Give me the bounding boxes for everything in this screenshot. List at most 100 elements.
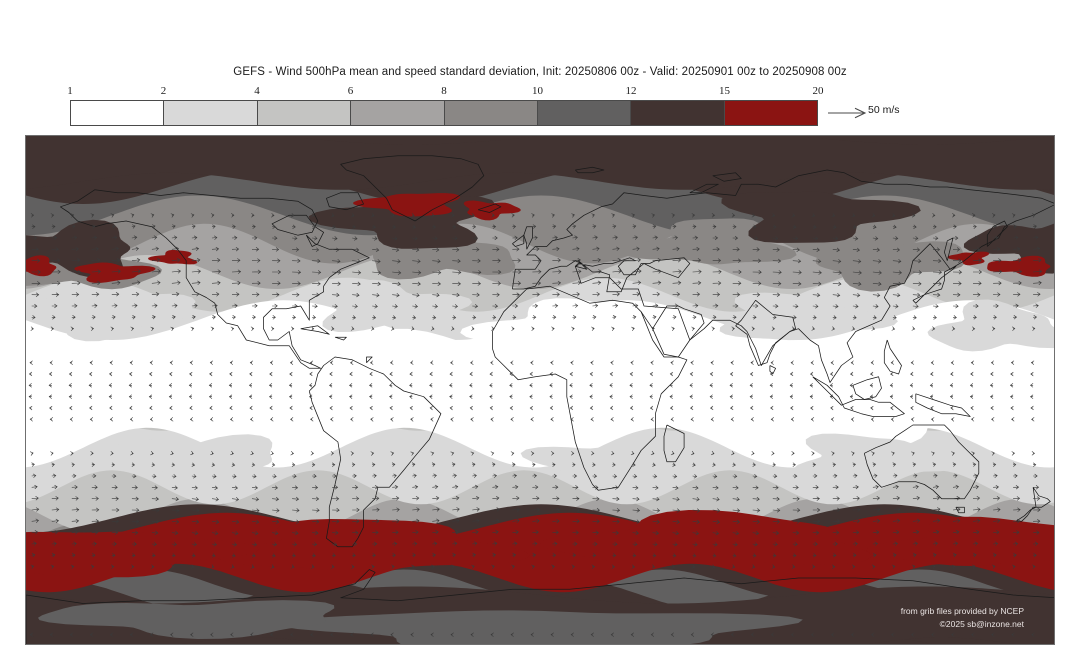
wind-vector bbox=[170, 564, 175, 569]
shading-patch bbox=[540, 510, 872, 565]
wind-vector bbox=[552, 280, 562, 286]
wind-vector bbox=[652, 530, 659, 536]
wind-vector bbox=[168, 394, 173, 399]
wind-vector bbox=[490, 451, 495, 456]
wind-vector bbox=[872, 224, 877, 229]
wind-vector bbox=[312, 281, 321, 286]
wind-vector bbox=[251, 462, 256, 467]
wind-vector bbox=[449, 371, 453, 377]
wind-vector bbox=[432, 553, 437, 558]
wind-vector bbox=[672, 292, 681, 297]
wind-vector bbox=[91, 553, 96, 558]
wind-vector bbox=[1010, 371, 1014, 377]
wind-vector bbox=[912, 270, 922, 275]
wind-vector bbox=[269, 371, 273, 377]
wind-vector bbox=[292, 303, 298, 309]
wind-vector bbox=[352, 259, 361, 264]
wind-vector bbox=[292, 269, 302, 275]
wind-vector bbox=[732, 247, 740, 252]
wind-vector bbox=[692, 474, 698, 479]
wind-vector bbox=[769, 383, 773, 388]
wind-vector bbox=[712, 315, 717, 320]
wind-vector bbox=[412, 473, 417, 478]
wind-vector bbox=[811, 451, 815, 456]
wind-vector bbox=[509, 405, 514, 411]
wind-vector bbox=[351, 462, 356, 467]
wind-vector bbox=[490, 632, 494, 637]
shading-patch bbox=[111, 434, 273, 490]
wind-vector bbox=[1011, 326, 1016, 331]
wind-vector bbox=[812, 485, 819, 490]
wind-vector bbox=[892, 292, 901, 298]
wind-vector bbox=[432, 496, 440, 501]
wind-vector bbox=[891, 632, 895, 637]
wind-vector bbox=[31, 303, 38, 309]
wind-vector bbox=[509, 371, 513, 377]
wind-vector bbox=[469, 371, 473, 377]
wind-vector bbox=[392, 541, 398, 547]
wind-vector bbox=[1031, 417, 1035, 422]
wind-vector bbox=[332, 519, 340, 524]
wind-vector bbox=[171, 292, 180, 297]
wind-vector bbox=[50, 326, 55, 331]
wind-vector bbox=[150, 213, 155, 218]
wind-vector bbox=[392, 224, 396, 229]
wind-vector bbox=[411, 564, 415, 569]
wind-vector bbox=[372, 270, 382, 275]
wind-vector bbox=[469, 383, 473, 388]
wind-vector bbox=[611, 564, 615, 569]
wind-vector bbox=[631, 213, 635, 218]
wind-vector bbox=[572, 485, 579, 490]
wind-vector bbox=[489, 371, 493, 377]
wind-vector bbox=[809, 383, 813, 388]
wind-vector bbox=[750, 632, 755, 637]
colorbar bbox=[70, 100, 818, 126]
wind-vector bbox=[392, 292, 400, 298]
wind-vector bbox=[90, 326, 94, 331]
wind-vector bbox=[652, 280, 662, 285]
wind-vector bbox=[732, 519, 740, 525]
wind-vector bbox=[772, 542, 778, 547]
wind-vector bbox=[512, 258, 521, 263]
coastline-path bbox=[912, 265, 957, 304]
wind-vector bbox=[672, 485, 679, 490]
wind-vector bbox=[629, 383, 633, 388]
wind-vector bbox=[88, 383, 92, 388]
wind-vector bbox=[429, 405, 433, 411]
shading-patch bbox=[353, 193, 461, 217]
wind-vector bbox=[149, 360, 154, 365]
wind-vector bbox=[972, 247, 981, 252]
world-wind-map[interactable]: from grib files provided by NCEP ©2025 s… bbox=[25, 135, 1055, 645]
wind-vector bbox=[993, 258, 1002, 263]
wind-vector bbox=[971, 632, 975, 637]
wind-vector bbox=[31, 269, 41, 275]
wind-vector bbox=[432, 292, 440, 298]
wind-vector bbox=[910, 371, 914, 377]
wind-vector bbox=[70, 632, 74, 637]
wind-vector bbox=[290, 564, 295, 569]
wind-vector bbox=[171, 257, 181, 263]
wind-vector bbox=[111, 553, 116, 558]
wind-vector bbox=[490, 360, 494, 365]
wind-vector bbox=[231, 246, 240, 252]
wind-vector bbox=[310, 213, 315, 218]
wind-vector bbox=[712, 485, 719, 490]
wind-vector bbox=[352, 507, 360, 513]
wind-vector bbox=[890, 405, 894, 411]
coastline-path bbox=[852, 376, 882, 400]
wind-vector bbox=[211, 553, 216, 558]
wind-vector bbox=[749, 394, 753, 399]
wind-vector bbox=[512, 496, 520, 501]
wind-vector bbox=[191, 542, 197, 547]
wind-vector bbox=[869, 394, 874, 399]
wind-vector bbox=[892, 541, 898, 546]
wind-vector bbox=[432, 258, 441, 264]
wind-vector bbox=[931, 564, 936, 569]
wind-vector bbox=[852, 304, 859, 309]
wind-vector bbox=[332, 541, 338, 547]
wind-vector bbox=[432, 304, 439, 309]
wind-vector bbox=[532, 246, 540, 252]
wind-vector bbox=[91, 496, 99, 501]
wind-vector bbox=[972, 541, 979, 546]
wind-vector bbox=[832, 247, 841, 253]
